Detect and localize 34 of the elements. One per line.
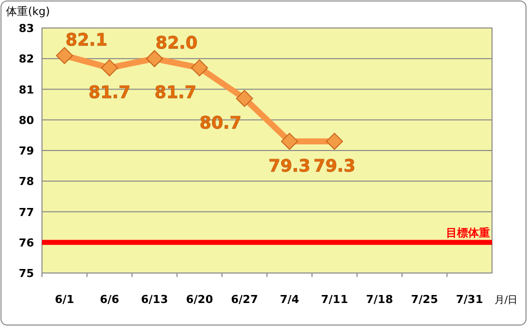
y-tick-label: 80	[18, 114, 34, 127]
data-label: 79.3	[268, 156, 310, 176]
x-tick-label: 7/31	[456, 293, 483, 306]
x-tick-label: 6/20	[186, 293, 214, 306]
point	[56, 47, 73, 64]
point	[146, 50, 163, 68]
y-tick-label: 77	[18, 206, 34, 219]
point	[281, 132, 298, 150]
y-tick-label: 79	[18, 144, 34, 158]
data-label: 82.0	[156, 34, 198, 54]
point	[326, 132, 343, 150]
point	[236, 90, 253, 107]
x-tick-label: 6/6	[100, 293, 120, 306]
x-tick-label: 6/27	[231, 293, 258, 306]
x-axis-title: 月/日	[494, 295, 518, 306]
data-label: 79.3	[314, 156, 356, 176]
y-tick-label: 83	[18, 22, 34, 35]
x-tick-label: 7/4	[280, 293, 300, 306]
y-tick-label: 81	[18, 83, 34, 96]
y-tick-label: 76	[18, 236, 34, 250]
x-tick-label: 7/11	[321, 293, 348, 306]
point	[191, 59, 208, 76]
x-tick-label: 7/25	[411, 293, 438, 306]
x-tick-label: 6/13	[141, 293, 168, 306]
y-axis-title: 体重(kg)	[6, 5, 50, 18]
y-tick-label: 82	[18, 52, 34, 66]
y-tick-label: 78	[18, 175, 34, 188]
point	[101, 59, 118, 76]
y-tick-label: 75	[18, 267, 34, 280]
data-label: 82.1	[66, 30, 108, 51]
x-tick-label: 6/1	[54, 293, 74, 306]
ref-line-label: 目標体重	[446, 226, 490, 240]
data-label: 80.7	[200, 113, 242, 134]
x-tick-label: 7/18	[366, 293, 393, 306]
